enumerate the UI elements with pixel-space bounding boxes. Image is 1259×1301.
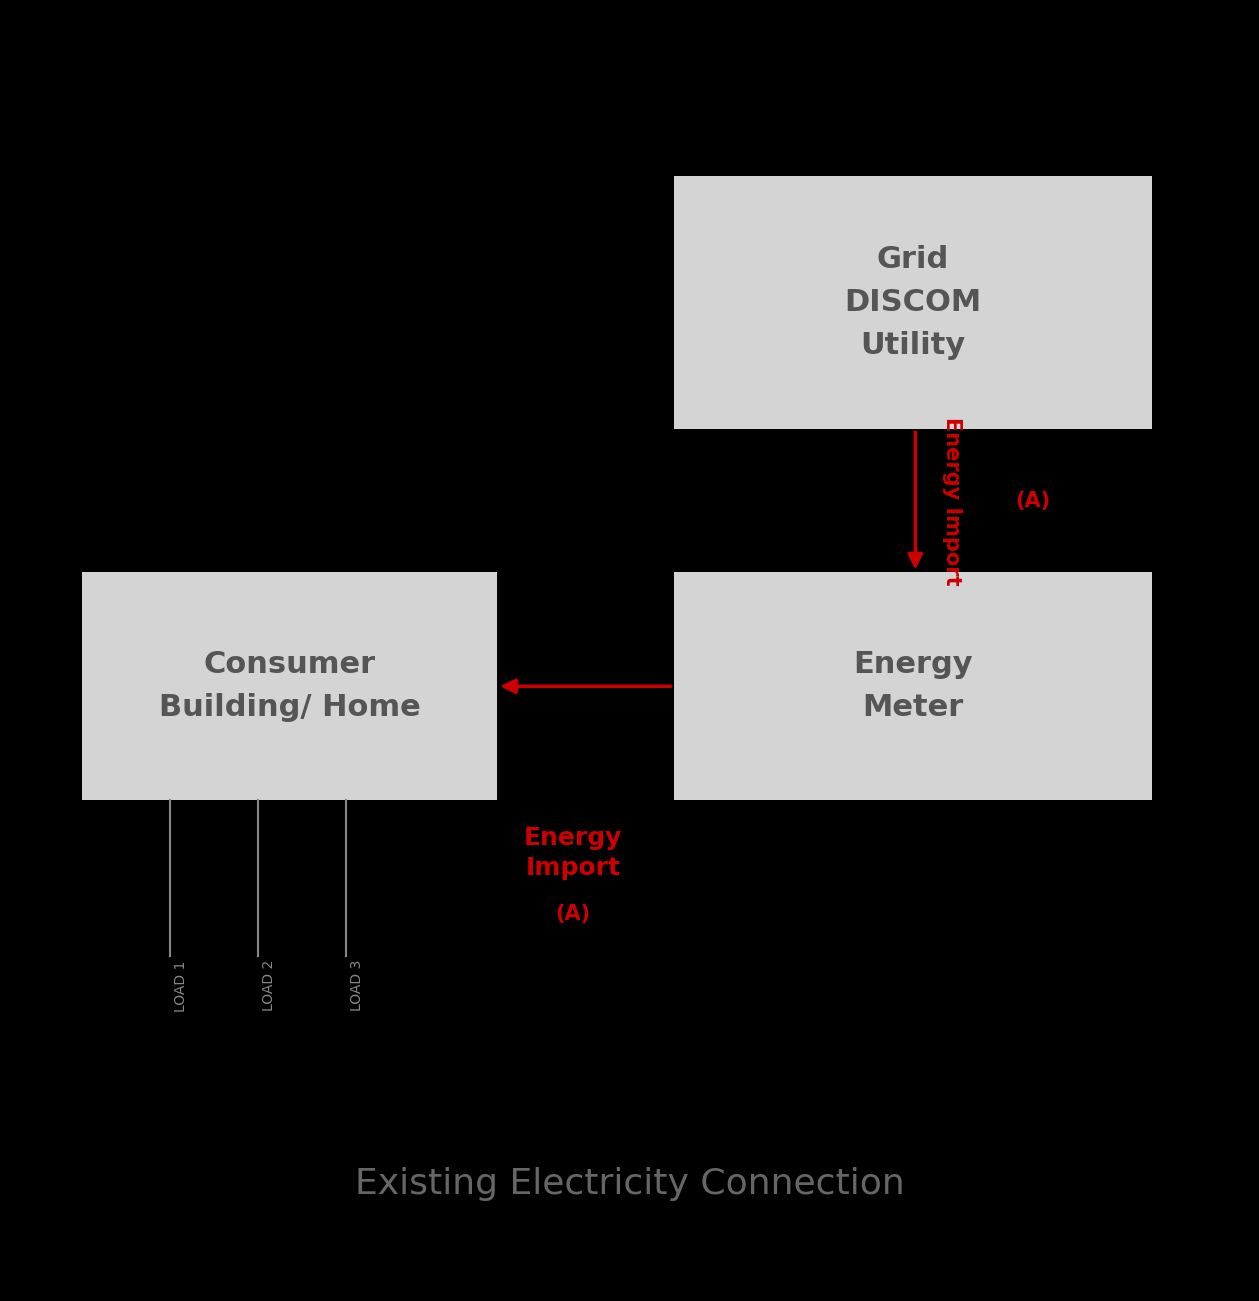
Text: LOAD 3: LOAD 3 [350,960,364,1011]
Text: (A): (A) [1015,490,1050,511]
Text: Energy
Import: Energy Import [524,826,622,879]
Text: (A): (A) [555,904,590,924]
Text: LOAD 2: LOAD 2 [262,960,276,1011]
FancyBboxPatch shape [82,572,497,800]
Text: Existing Electricity Connection: Existing Electricity Connection [355,1167,904,1201]
Text: Consumer
Building/ Home: Consumer Building/ Home [159,650,421,722]
Text: Grid
DISCOM
Utility: Grid DISCOM Utility [844,245,982,360]
Text: Energy
Meter: Energy Meter [852,650,973,722]
Text: Energy Import: Energy Import [942,416,962,585]
FancyBboxPatch shape [674,572,1152,800]
FancyBboxPatch shape [674,176,1152,429]
Text: LOAD 1: LOAD 1 [174,960,188,1011]
